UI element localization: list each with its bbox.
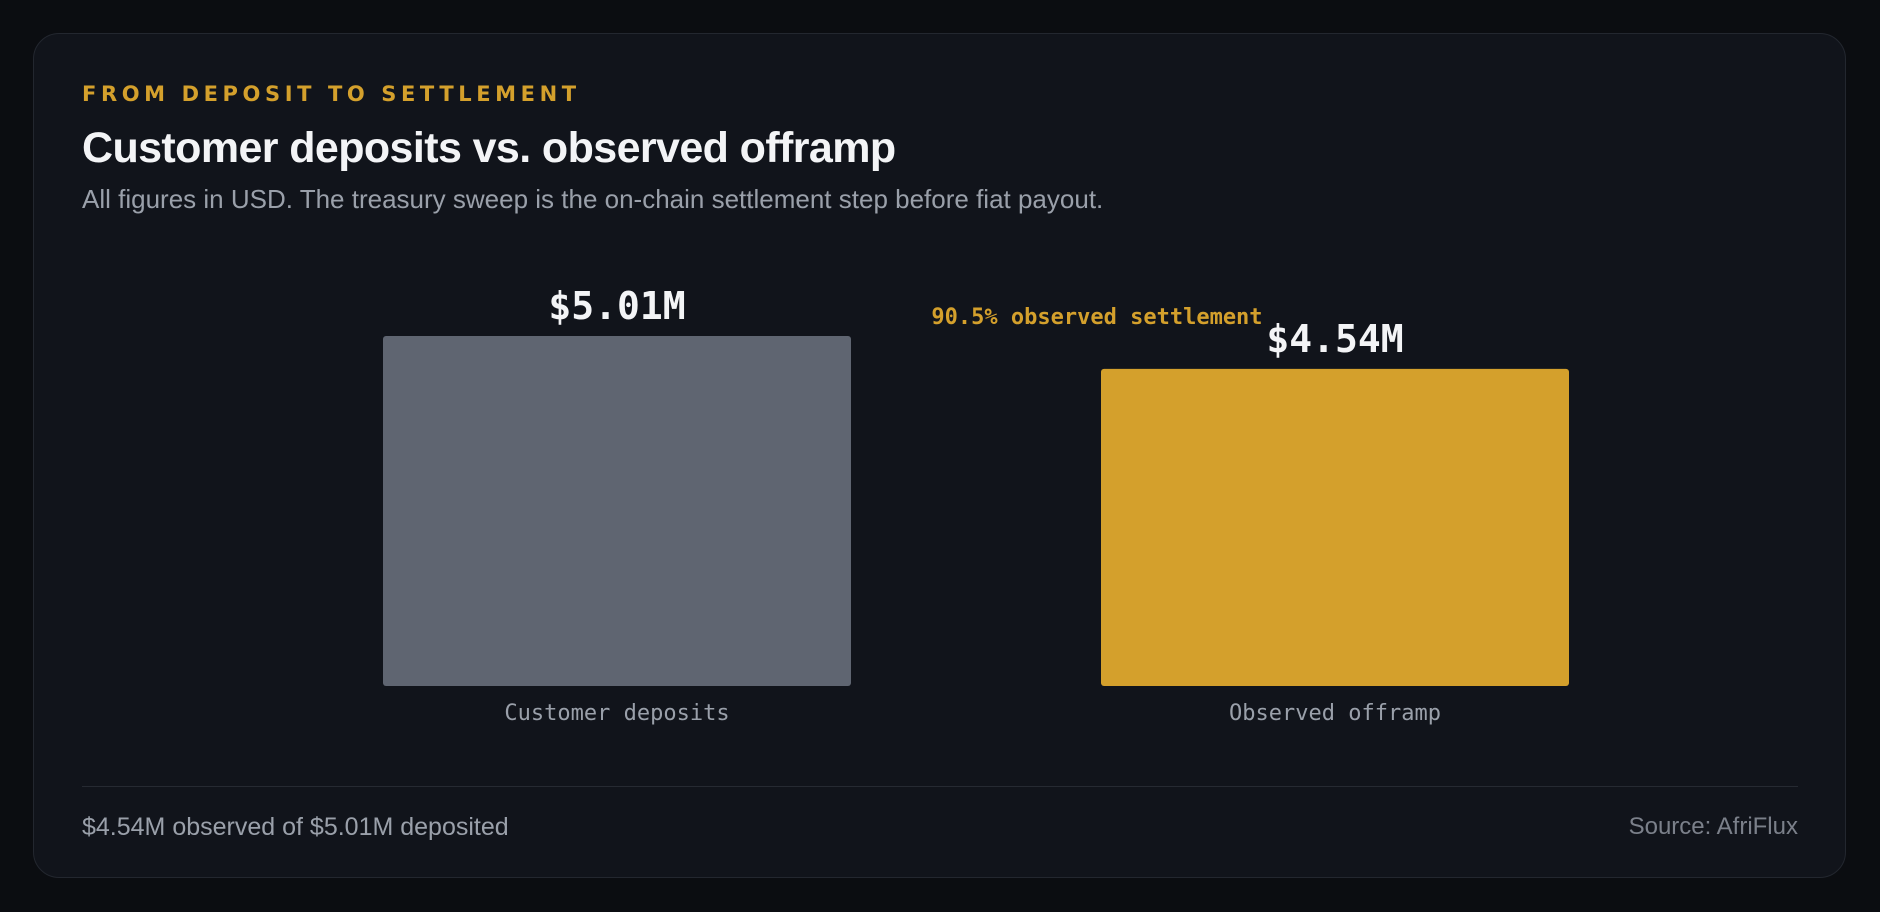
bar-2	[1101, 368, 1569, 686]
value-label-2: $4.54M	[1266, 317, 1403, 361]
footer-divider	[82, 786, 1798, 787]
value-label-1: $5.01M	[548, 284, 685, 328]
category-label-1: Customer deposits	[504, 701, 729, 726]
chart-title: Customer deposits vs. observed offramp	[82, 124, 896, 172]
category-label-2: Observed offramp	[1229, 701, 1441, 726]
bar-chart: $5.01M Customer deposits $4.54M Observed of…	[383, 284, 1569, 726]
source-credit: Source: AfriFlux	[1628, 813, 1798, 840]
eyebrow-label: FROM DEPOSIT TO SETTLEMENT	[82, 82, 581, 106]
footer-summary: $4.54M observed of $5.01M deposited	[82, 813, 509, 841]
settlement-ratio-label: 90.5% observed settlement	[931, 305, 1262, 330]
bar-1	[383, 336, 851, 686]
chart-subtitle: All figures in USD. The treasury sweep i…	[82, 184, 1104, 214]
